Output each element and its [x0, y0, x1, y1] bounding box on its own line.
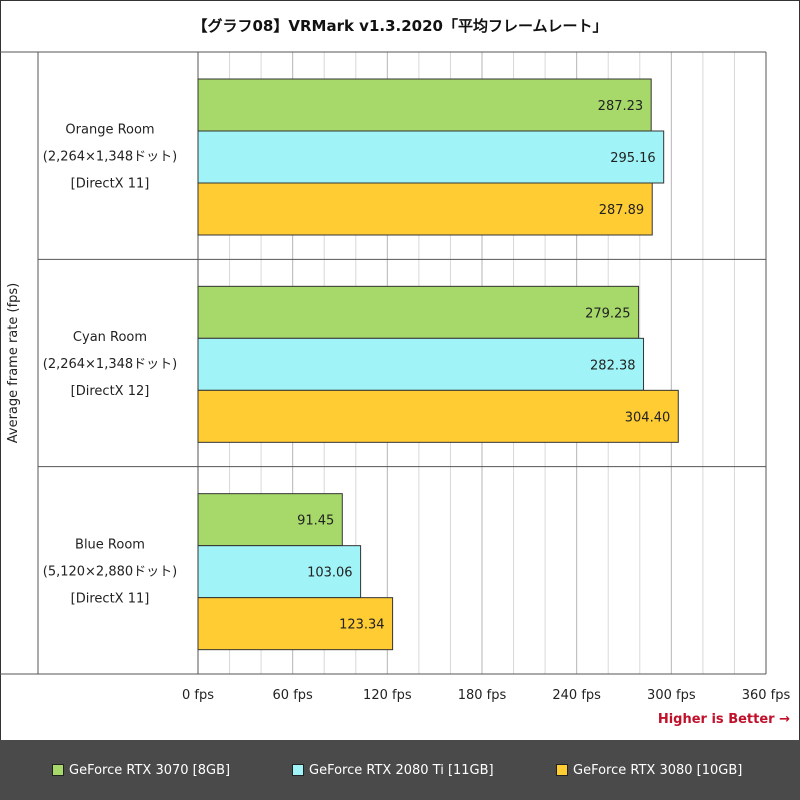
x-tick-label: 360 fps [742, 688, 791, 703]
bar [197, 130, 665, 184]
category-label-line: [DirectX 11] [71, 591, 150, 606]
bar [197, 389, 679, 443]
bar-value-label: 295.16 [610, 151, 656, 166]
bar-value-label: 279.25 [585, 306, 631, 321]
legend-label: GeForce RTX 2080 Ti [11GB] [309, 762, 494, 778]
bar-value-label: 103.06 [307, 566, 353, 581]
legend-bar: GeForce RTX 3070 [8GB] GeForce RTX 2080 T… [0, 740, 800, 800]
legend-item: GeForce RTX 3070 [8GB] [52, 740, 230, 800]
x-tick-label: 300 fps [647, 688, 696, 703]
chart-plot: Average frame rate (fps) Orange Room (2,26… [0, 51, 791, 703]
bar-value-label: 304.40 [625, 410, 671, 425]
category-label-line: (5,120×2,880ドット) [43, 564, 177, 579]
category-label-line: (2,264×1,348ドット) [43, 150, 177, 165]
legend-label: GeForce RTX 3070 [8GB] [69, 762, 231, 778]
category-label-line: Orange Room [65, 123, 154, 138]
bar [197, 337, 645, 391]
bar-value-label: 123.34 [339, 618, 385, 633]
bar [197, 78, 652, 132]
bar [197, 285, 640, 339]
bar-value-label: 287.89 [599, 203, 645, 218]
bar [197, 545, 362, 599]
higher-is-better-note: Higher is Better → [657, 712, 790, 727]
bar-value-label: 287.23 [598, 99, 644, 114]
bar [197, 597, 394, 651]
x-tick-label: 180 fps [458, 688, 507, 703]
category-label-line: Blue Room [75, 537, 145, 552]
legend-swatch [292, 764, 304, 776]
category-label-line: (2,264×1,348ドット) [43, 357, 177, 372]
bar-value-label: 282.38 [590, 358, 636, 373]
y-axis-label: Average frame rate (fps) [6, 283, 21, 443]
legend-swatch [52, 764, 64, 776]
x-tick-label: 0 fps [182, 688, 214, 703]
legend-swatch [556, 764, 568, 776]
category-label-line: [DirectX 11] [71, 177, 150, 192]
x-tick-label: 60 fps [273, 688, 314, 703]
x-tick-label: 240 fps [552, 688, 601, 703]
category-label-line: Cyan Room [73, 330, 147, 345]
chart-title: 【グラフ08】VRMark v1.3.2020「平均フレームレート」 [192, 17, 608, 35]
legend-item: GeForce RTX 3080 [10GB] [556, 740, 742, 800]
category-label-line: [DirectX 12] [71, 384, 150, 399]
bar [197, 493, 343, 547]
bar-value-label: 91.45 [297, 514, 334, 529]
bar [197, 182, 653, 236]
x-tick-label: 120 fps [363, 688, 412, 703]
legend-item: GeForce RTX 2080 Ti [11GB] [292, 740, 494, 800]
legend-label: GeForce RTX 3080 [10GB] [573, 762, 743, 778]
